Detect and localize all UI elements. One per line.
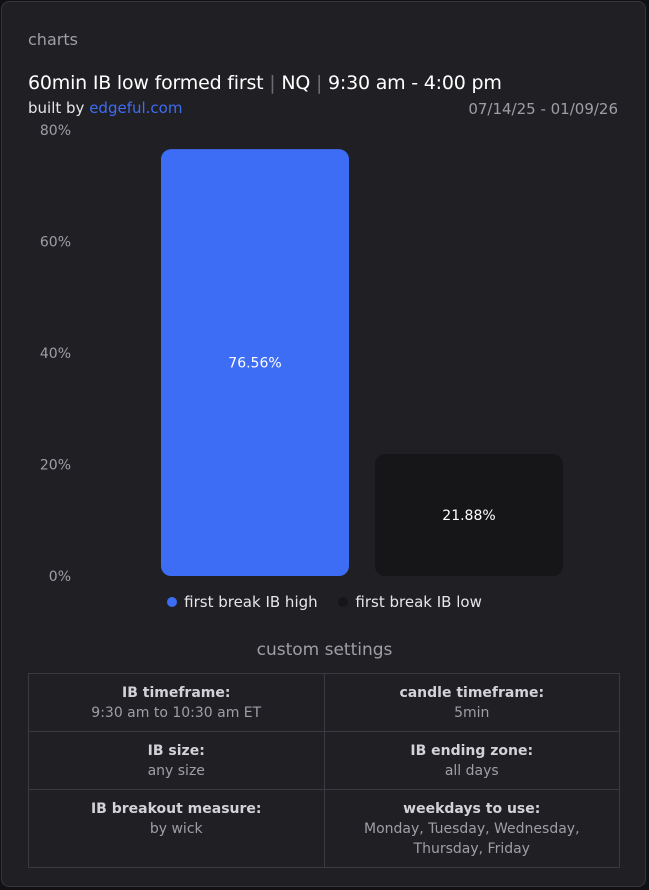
title-session: 9:30 am - 4:00 pm xyxy=(328,72,502,94)
bar-ib-high[interactable] xyxy=(161,149,349,577)
setting-value: 5min xyxy=(454,705,490,721)
bars: 76.56% 21.88% xyxy=(161,149,563,577)
section-label: charts xyxy=(28,30,78,49)
bar-ib-low[interactable] xyxy=(375,454,563,576)
setting-value: Monday, Tuesday, Wednesday, Thursday, Fr… xyxy=(363,821,580,857)
title-main: 60min IB low formed first xyxy=(28,72,264,94)
y-tick-label: 80% xyxy=(40,123,71,139)
setting-label: IB ending zone: xyxy=(410,743,534,759)
setting-candle-timeframe: candle timeframe: 5min xyxy=(323,673,620,732)
bar-data-label: 76.56% xyxy=(228,356,281,372)
legend-dot-low xyxy=(338,597,349,607)
edgeful-link[interactable]: edgeful.com xyxy=(89,99,183,117)
setting-ib-size: IB size: any size xyxy=(28,731,325,790)
date-range: 07/14/25 - 01/09/26 xyxy=(468,100,618,118)
setting-value: 9:30 am to 10:30 am ET xyxy=(91,705,262,721)
settings-row: IB size: any size IB ending zone: all da… xyxy=(28,731,620,790)
legend-item-low[interactable]: first break IB low xyxy=(338,593,482,611)
title-separator: | xyxy=(269,72,276,94)
y-axis: 0% 20% 40% 60% 80% xyxy=(40,123,71,585)
legend-label-high: first break IB high xyxy=(184,593,318,611)
setting-label: IB timeframe: xyxy=(122,685,231,701)
setting-weekdays: weekdays to use: Monday, Tuesday, Wednes… xyxy=(323,789,620,868)
legend-dot-high xyxy=(167,597,178,607)
y-tick-label: 20% xyxy=(40,458,71,474)
y-tick-label: 0% xyxy=(49,569,71,585)
setting-value: all days xyxy=(444,763,499,779)
setting-value: any size xyxy=(147,763,205,779)
title-symbol: NQ xyxy=(281,72,311,94)
built-by-prefix: built by xyxy=(28,99,85,117)
setting-label: IB size: xyxy=(147,743,205,759)
built-by: built by edgeful.com xyxy=(28,99,182,117)
setting-value: by wick xyxy=(149,821,203,837)
setting-ib-timeframe: IB timeframe: 9:30 am to 10:30 am ET xyxy=(28,673,325,732)
bar-data-label: 21.88% xyxy=(442,508,495,524)
setting-ib-breakout-measure: IB breakout measure: by wick xyxy=(28,789,325,868)
chart-legend: first break IB high first break IB low xyxy=(2,593,647,611)
bar-chart: 0% 20% 40% 60% 80% 76.56% 21.88% xyxy=(40,123,563,585)
y-tick-label: 60% xyxy=(40,235,71,251)
setting-label: candle timeframe: xyxy=(399,685,545,701)
settings-title: custom settings xyxy=(256,640,393,660)
settings-table: IB timeframe: 9:30 am to 10:30 am ET can… xyxy=(28,673,620,868)
setting-label: weekdays to use: xyxy=(403,801,541,817)
chart-title: 60min IB low formed first | NQ | 9:30 am… xyxy=(28,72,502,94)
legend-label-low: first break IB low xyxy=(355,593,482,611)
title-separator: | xyxy=(315,72,323,94)
settings-row: IB timeframe: 9:30 am to 10:30 am ET can… xyxy=(28,673,620,732)
settings-row: IB breakout measure: by wick weekdays to… xyxy=(28,789,620,868)
setting-ib-ending-zone: IB ending zone: all days xyxy=(323,731,620,790)
setting-label: IB breakout measure: xyxy=(90,801,262,817)
legend-item-high[interactable]: first break IB high xyxy=(167,593,318,611)
y-tick-label: 40% xyxy=(40,346,71,362)
